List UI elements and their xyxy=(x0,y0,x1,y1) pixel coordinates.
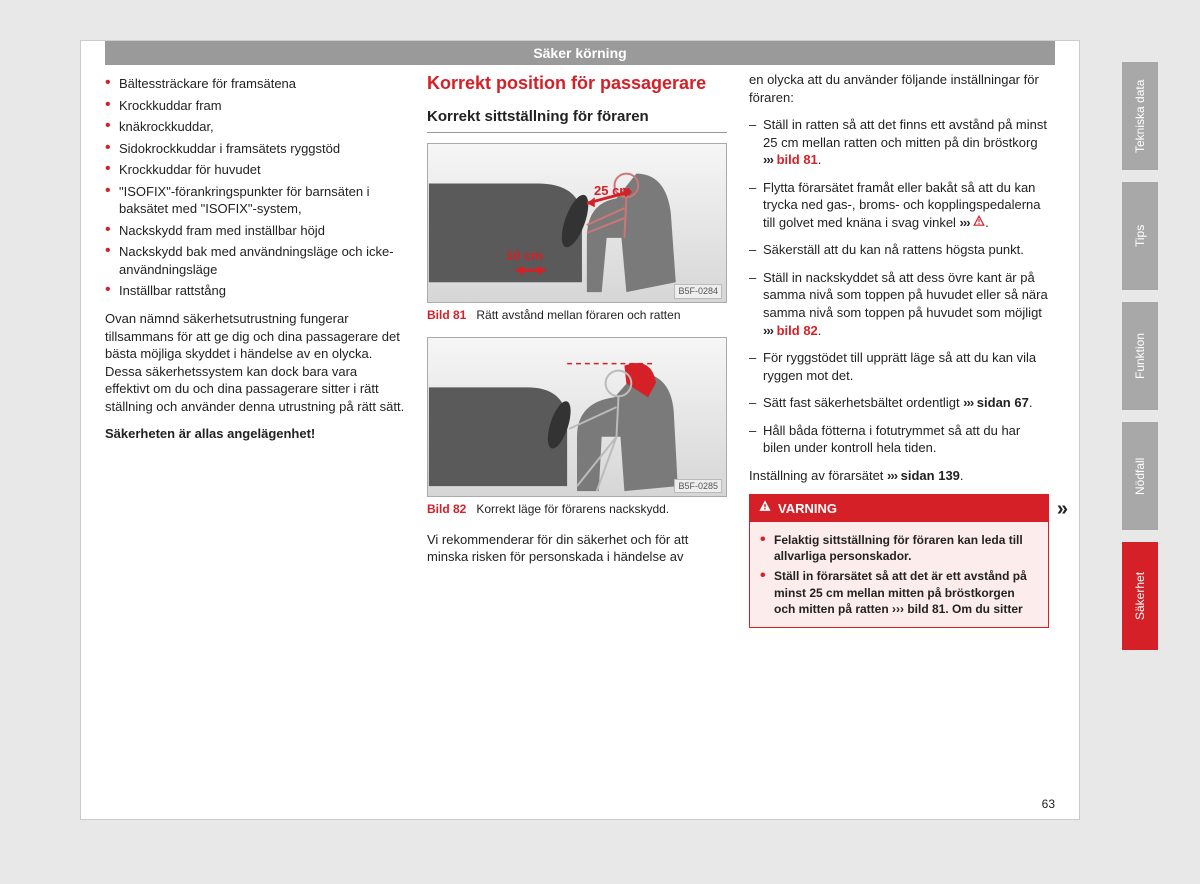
warning-items: Felaktig sittställning för föraren kan l… xyxy=(760,532,1038,617)
list-item: Sidokrockkuddar i framsätets ryggstöd xyxy=(105,140,405,158)
chevron-icon: ››› xyxy=(763,323,773,338)
warning-box: VARNING Felaktig sittställning för förar… xyxy=(749,494,1049,627)
figure-82-svg xyxy=(428,338,726,496)
side-tab-nödfall[interactable]: Nödfall xyxy=(1122,422,1158,530)
continuation-icon: » xyxy=(1057,496,1068,523)
list-item: Krockkuddar för huvudet xyxy=(105,161,405,179)
warning-body: Felaktig sittställning för föraren kan l… xyxy=(750,522,1048,627)
warning-triangle-icon xyxy=(973,215,985,230)
cross-ref-link[interactable]: bild 82 xyxy=(773,323,818,338)
seat-setting-link[interactable]: sidan 139 xyxy=(897,468,960,483)
side-tab-tekniska-data[interactable]: Tekniska data xyxy=(1122,62,1158,170)
chevron-icon: ››› xyxy=(963,395,973,410)
list-item: Krockkuddar fram xyxy=(105,97,405,115)
list-item: Ställ in nackskyddet så att dess övre ka… xyxy=(749,269,1049,339)
list-item: "ISOFIX"-förankringspunkter för barnsäte… xyxy=(105,183,405,218)
warning-triangle-icon xyxy=(758,499,772,518)
fig81-code: B5F-0284 xyxy=(674,284,722,298)
col1-paragraph: Ovan nämnd säkerhetsutrustning fungerar … xyxy=(105,310,405,415)
cross-ref-link[interactable]: sidan 67 xyxy=(973,395,1029,410)
section-title: Korrekt position för passagerare xyxy=(427,71,727,95)
list-item: Ställ in ratten så att det finns ett avs… xyxy=(749,116,1049,169)
chevron-icon: ››› xyxy=(960,215,970,230)
column-3: en olycka att du använder följande instä… xyxy=(749,71,1049,628)
col2-tail-paragraph: Vi rekommenderar för din säkerhet och fö… xyxy=(427,531,727,566)
subsection-title: Korrekt sittställning för föraren xyxy=(427,107,727,132)
content-columns: Bältessträckare för framsätena Krockkudda… xyxy=(81,71,1079,628)
side-tab-tips[interactable]: Tips xyxy=(1122,182,1158,290)
fig81-label: Bild 81 xyxy=(427,308,466,322)
chevron-icon: ››› xyxy=(887,468,897,483)
list-item: Nackskydd fram med inställbar höjd xyxy=(105,222,405,240)
page-number: 63 xyxy=(1042,797,1055,811)
list-item: knäkrockkuddar, xyxy=(105,118,405,136)
list-item: För ryggstödet till upprätt läge så att … xyxy=(749,349,1049,384)
seat-setting-line: Inställning av förarsätet ››› sidan 139. xyxy=(749,467,1049,485)
fig82-label: Bild 82 xyxy=(427,502,466,516)
list-item: Bältessträckare för framsätena xyxy=(105,75,405,93)
fig81-caption: Bild 81 Rätt avstånd mellan föraren och … xyxy=(427,307,727,323)
fig81-annotation-10cm: 10 cm xyxy=(506,247,543,265)
seat-setting-post: . xyxy=(960,468,964,483)
page-header: Säker körning xyxy=(105,41,1055,65)
side-tab-säkerhet[interactable]: Säkerhet xyxy=(1122,542,1158,650)
col3-lead: en olycka att du använder följande instä… xyxy=(749,71,1049,106)
list-item: Sätt fast säkerhetsbältet ordentligt ›››… xyxy=(749,394,1049,412)
driver-settings-list: Ställ in ratten så att det finns ett avs… xyxy=(749,116,1049,457)
side-tab-funktion[interactable]: Funktion xyxy=(1122,302,1158,410)
fig81-caption-text: Rätt avstånd mellan föraren och ratten xyxy=(476,308,680,322)
figure-81: 25 cm 10 cm B5F-0284 xyxy=(427,143,727,303)
list-item: Håll båda fötterna i fotutrymmet så att … xyxy=(749,422,1049,457)
list-item: Inställbar rattstång xyxy=(105,282,405,300)
figure-82: B5F-0285 xyxy=(427,337,727,497)
manual-page: Säker körning Bältessträckare för framsä… xyxy=(80,40,1080,820)
fig82-code: B5F-0285 xyxy=(674,479,722,493)
seat-setting-pre: Inställning av förarsätet xyxy=(749,468,887,483)
side-tabs: Tekniska data Tips Funktion Nödfall Säkerhet xyxy=(1122,62,1158,662)
list-item: Ställ in förarsätet så att det är ett av… xyxy=(760,568,1038,617)
list-item: Säkerställ att du kan nå rattens högsta … xyxy=(749,241,1049,259)
warning-header: VARNING xyxy=(750,495,1048,522)
list-item: Flytta förarsätet framåt eller bakåt så … xyxy=(749,179,1049,232)
fig82-caption-text: Korrekt läge för förarens nackskydd. xyxy=(476,502,669,516)
list-item: Felaktig sittställning för föraren kan l… xyxy=(760,532,1038,564)
safety-equipment-list: Bältessträckare för framsätena Krockkudda… xyxy=(105,75,405,300)
column-1: Bältessträckare för framsätena Krockkudda… xyxy=(105,71,405,628)
figure-81-svg xyxy=(428,144,726,302)
fig81-annotation-25cm: 25 cm xyxy=(594,182,631,200)
cross-ref-link[interactable]: bild 81 xyxy=(773,152,818,167)
fig82-caption: Bild 82 Korrekt läge för förarens nacksk… xyxy=(427,501,727,517)
column-2: Korrekt position för passagerare Korrekt… xyxy=(427,71,727,628)
col1-emphasis: Säkerheten är allas angelägenhet! xyxy=(105,425,405,443)
warning-title: VARNING xyxy=(778,500,837,518)
list-item: Nackskydd bak med användningsläge och ic… xyxy=(105,243,405,278)
chevron-icon: ››› xyxy=(763,152,773,167)
